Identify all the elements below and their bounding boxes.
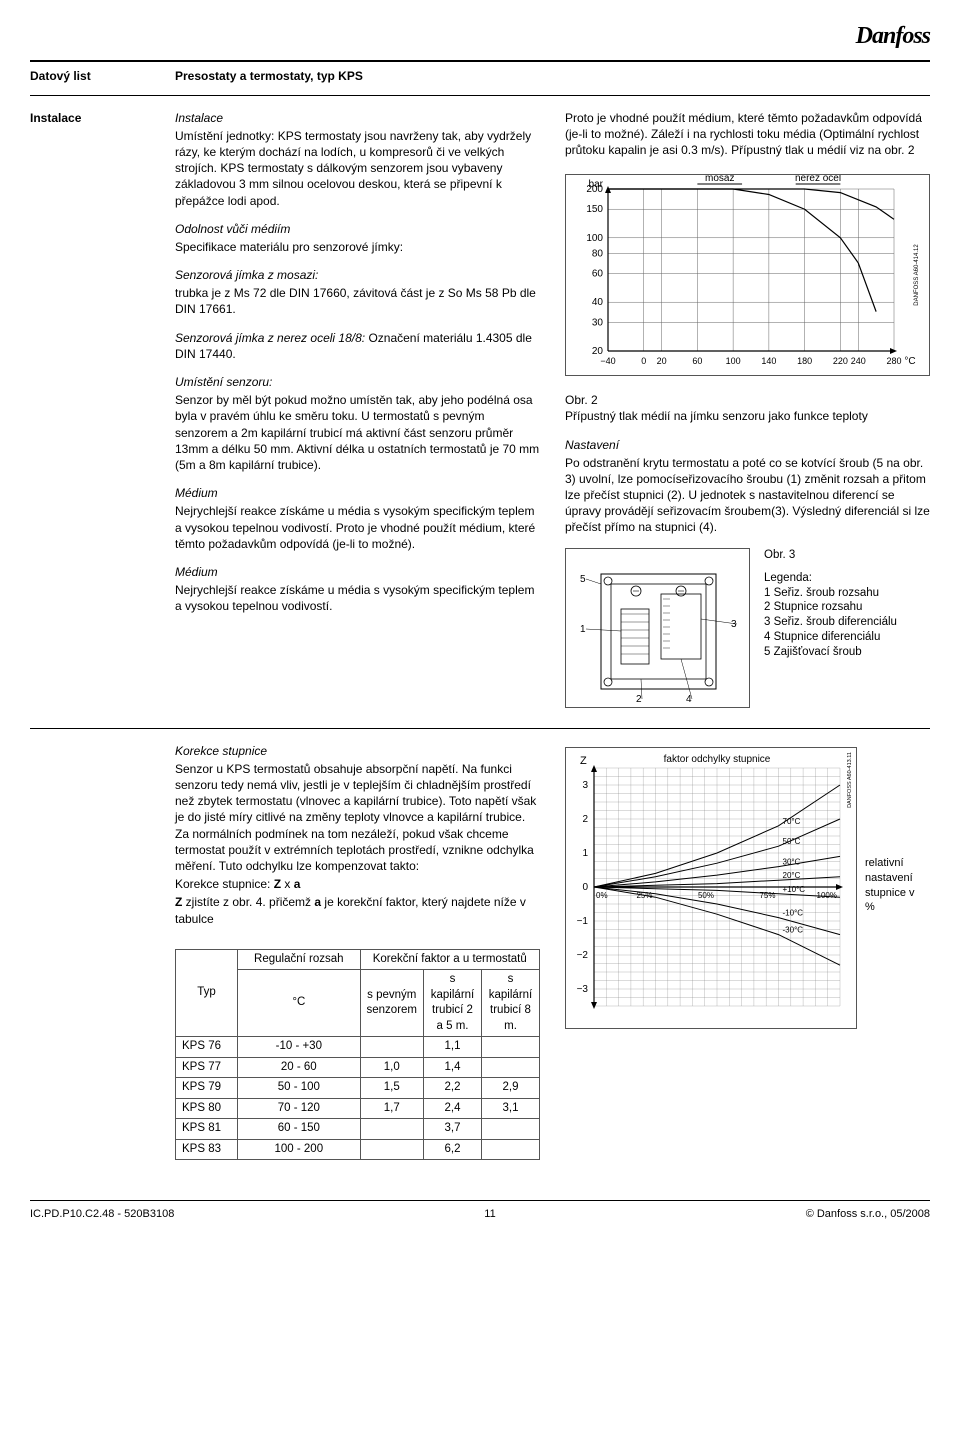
p-korekce: Senzor u KPS termostatů obsahuje absorpč… xyxy=(175,761,540,874)
footer: IC.PD.P10.C2.48 - 520B3108 11 © Danfoss … xyxy=(30,1200,930,1222)
chart-obr2-svg: 2001501008060403020−40020601001401802202… xyxy=(566,175,924,375)
p-formula: Korekce stupnice: Z x a xyxy=(175,876,540,892)
logo-bar: Danfoss xyxy=(30,20,930,62)
h-nastaveni: Nastavení xyxy=(565,437,930,453)
svg-text:-30°C: -30°C xyxy=(783,925,804,934)
svg-text:°C: °C xyxy=(904,356,915,367)
svg-text:4: 4 xyxy=(686,694,692,705)
legend-item: 1 Seřiz. šroub rozsahu xyxy=(764,586,897,601)
legend-item: 4 Stupnice diferenciálu xyxy=(764,630,897,645)
svg-text:150: 150 xyxy=(586,204,603,215)
h-odolnost: Odolnost vůči médiím xyxy=(175,221,540,237)
svg-text:50%: 50% xyxy=(698,891,714,900)
svg-text:2: 2 xyxy=(636,694,642,705)
svg-text:50°C: 50°C xyxy=(783,837,801,846)
svg-text:nerez ocel: nerez ocel xyxy=(795,175,841,184)
svg-text:3: 3 xyxy=(731,619,737,630)
footer-center: 11 xyxy=(484,1207,495,1222)
svg-text:3: 3 xyxy=(582,780,588,791)
legend-item: 2 Stupnice rozsahu xyxy=(764,600,897,615)
caption-obr2: Obr. 2 Přípustný tlak médií na jímku sen… xyxy=(565,392,930,424)
p-instalace: Umístění jednotky: KPS termostaty jsou n… xyxy=(175,128,540,209)
svg-text:70°C: 70°C xyxy=(783,816,801,825)
svg-text:180: 180 xyxy=(797,356,812,366)
svg-text:60: 60 xyxy=(592,269,604,280)
h-korekce: Korekce stupnice xyxy=(175,743,540,759)
legend-obr3: Obr. 3 Legenda: 1 Seřiz. šroub rozsahu2 … xyxy=(764,548,897,708)
h-mosaz: Senzorová jímka z mosazi: xyxy=(175,267,540,283)
h-instalace: Instalace xyxy=(175,110,540,126)
h-medium1: Médium xyxy=(175,485,540,501)
p-z: Z zjistíte z obr. 4. přičemž a je korekč… xyxy=(175,894,540,926)
legend-item: 5 Zajišťovací šroub xyxy=(764,645,897,660)
p-nastaveni: Po odstranění krytu termostatu a poté co… xyxy=(565,455,930,536)
svg-text:DANFOSS A60-414.12: DANFOSS A60-414.12 xyxy=(914,244,920,306)
svg-text:Z: Z xyxy=(580,755,587,767)
svg-text:−1: −1 xyxy=(577,916,589,927)
svg-text:0%: 0% xyxy=(596,891,608,900)
svg-text:−2: −2 xyxy=(577,950,589,961)
danfoss-logo: Danfoss xyxy=(856,20,930,52)
col-b: Proto je vhodné použít médium, které těm… xyxy=(565,110,930,708)
h-umisteni: Umístění senzoru: xyxy=(175,374,540,390)
svg-text:75%: 75% xyxy=(759,891,775,900)
svg-text:100%: 100% xyxy=(817,891,837,900)
svg-text:220: 220 xyxy=(833,356,848,366)
doc-type: Datový list xyxy=(30,68,175,84)
p-mosaz: trubka je z Ms 72 dle DIN 17660, závitov… xyxy=(175,285,540,317)
svg-text:60: 60 xyxy=(692,356,702,366)
svg-text:100: 100 xyxy=(586,233,603,244)
svg-text:−40: −40 xyxy=(600,356,615,366)
col-b2: 3210−1−2−325%50%75%100%0%Zfaktor odchylk… xyxy=(565,743,930,1161)
svg-text:1: 1 xyxy=(582,848,588,859)
svg-text:+10°C: +10°C xyxy=(783,884,806,893)
svg-text:faktor odchylky stupnice: faktor odchylky stupnice xyxy=(664,754,771,765)
p-medium2: Nejrychlejší reakce získáme u média s vy… xyxy=(175,582,540,614)
footer-left: IC.PD.P10.C2.48 - 520B3108 xyxy=(30,1207,174,1222)
diagram-row-obr3: 5 1 3 2 4 Obr. 3 Legenda: 1 Seřiz. šroub roz… xyxy=(565,548,930,708)
page-header: Datový list Presostaty a termostaty, typ… xyxy=(30,62,930,94)
svg-text:mosaz: mosaz xyxy=(705,175,734,184)
section-label-2 xyxy=(30,743,175,1161)
p-proto: Proto je vhodné použít médium, které těm… xyxy=(565,110,930,159)
footer-right: © Danfoss s.r.o., 05/2008 xyxy=(806,1207,930,1222)
svg-text:280: 280 xyxy=(886,356,901,366)
svg-text:20°C: 20°C xyxy=(783,871,801,880)
chart-obr4-svg: 3210−1−2−325%50%75%100%0%Zfaktor odchylk… xyxy=(566,748,856,1028)
col-a: Instalace Umístění jednotky: KPS termost… xyxy=(175,110,540,708)
chart-obr4: 3210−1−2−325%50%75%100%0%Zfaktor odchylk… xyxy=(565,747,857,1029)
svg-text:1: 1 xyxy=(580,624,586,635)
doc-title: Presostaty a termostaty, typ KPS xyxy=(175,68,930,84)
chart-obr2: 2001501008060403020−40020601001401802202… xyxy=(565,174,930,376)
legend-item: 3 Seřiz. šroub diferenciálu xyxy=(764,615,897,630)
diagram-obr3: 5 1 3 2 4 xyxy=(565,548,750,708)
svg-text:bar: bar xyxy=(589,179,604,190)
svg-text:2: 2 xyxy=(582,814,588,825)
svg-text:-10°C: -10°C xyxy=(783,908,804,917)
section-label: Instalace xyxy=(30,110,175,708)
p-nerez: Senzorová jímka z nerez oceli 18/8: Ozna… xyxy=(175,330,540,362)
p-umisteni: Senzor by měl být pokud možno umístěn ta… xyxy=(175,392,540,473)
svg-text:240: 240 xyxy=(851,356,866,366)
section-korekce: Korekce stupnice Senzor u KPS termostatů… xyxy=(30,728,930,1181)
svg-text:5: 5 xyxy=(580,574,586,585)
svg-text:0: 0 xyxy=(641,356,646,366)
svg-text:−3: −3 xyxy=(577,984,589,995)
svg-text:DANFOSS A60-413.11: DANFOSS A60-413.11 xyxy=(847,752,853,808)
chart2-right-label: relativní nastavení stupnice v % xyxy=(865,856,925,915)
h-medium2: Médium xyxy=(175,564,540,580)
svg-text:30: 30 xyxy=(592,318,604,329)
p-spec: Specifikace materiálu pro senzorové jímk… xyxy=(175,239,540,255)
svg-text:0: 0 xyxy=(582,882,588,893)
section-instalace: Instalace Instalace Umístění jednotky: K… xyxy=(30,95,930,728)
col-a2: Korekce stupnice Senzor u KPS termostatů… xyxy=(175,743,540,1161)
svg-text:100: 100 xyxy=(726,356,741,366)
svg-text:30°C: 30°C xyxy=(783,857,801,866)
svg-text:140: 140 xyxy=(761,356,776,366)
p-medium1: Nejrychlejší reakce získáme u média s vy… xyxy=(175,503,540,552)
correction-table: TypRegulační rozsahKorekční faktor a u t… xyxy=(175,949,540,1161)
svg-text:20: 20 xyxy=(657,356,667,366)
svg-text:40: 40 xyxy=(592,297,604,308)
svg-text:80: 80 xyxy=(592,249,604,260)
